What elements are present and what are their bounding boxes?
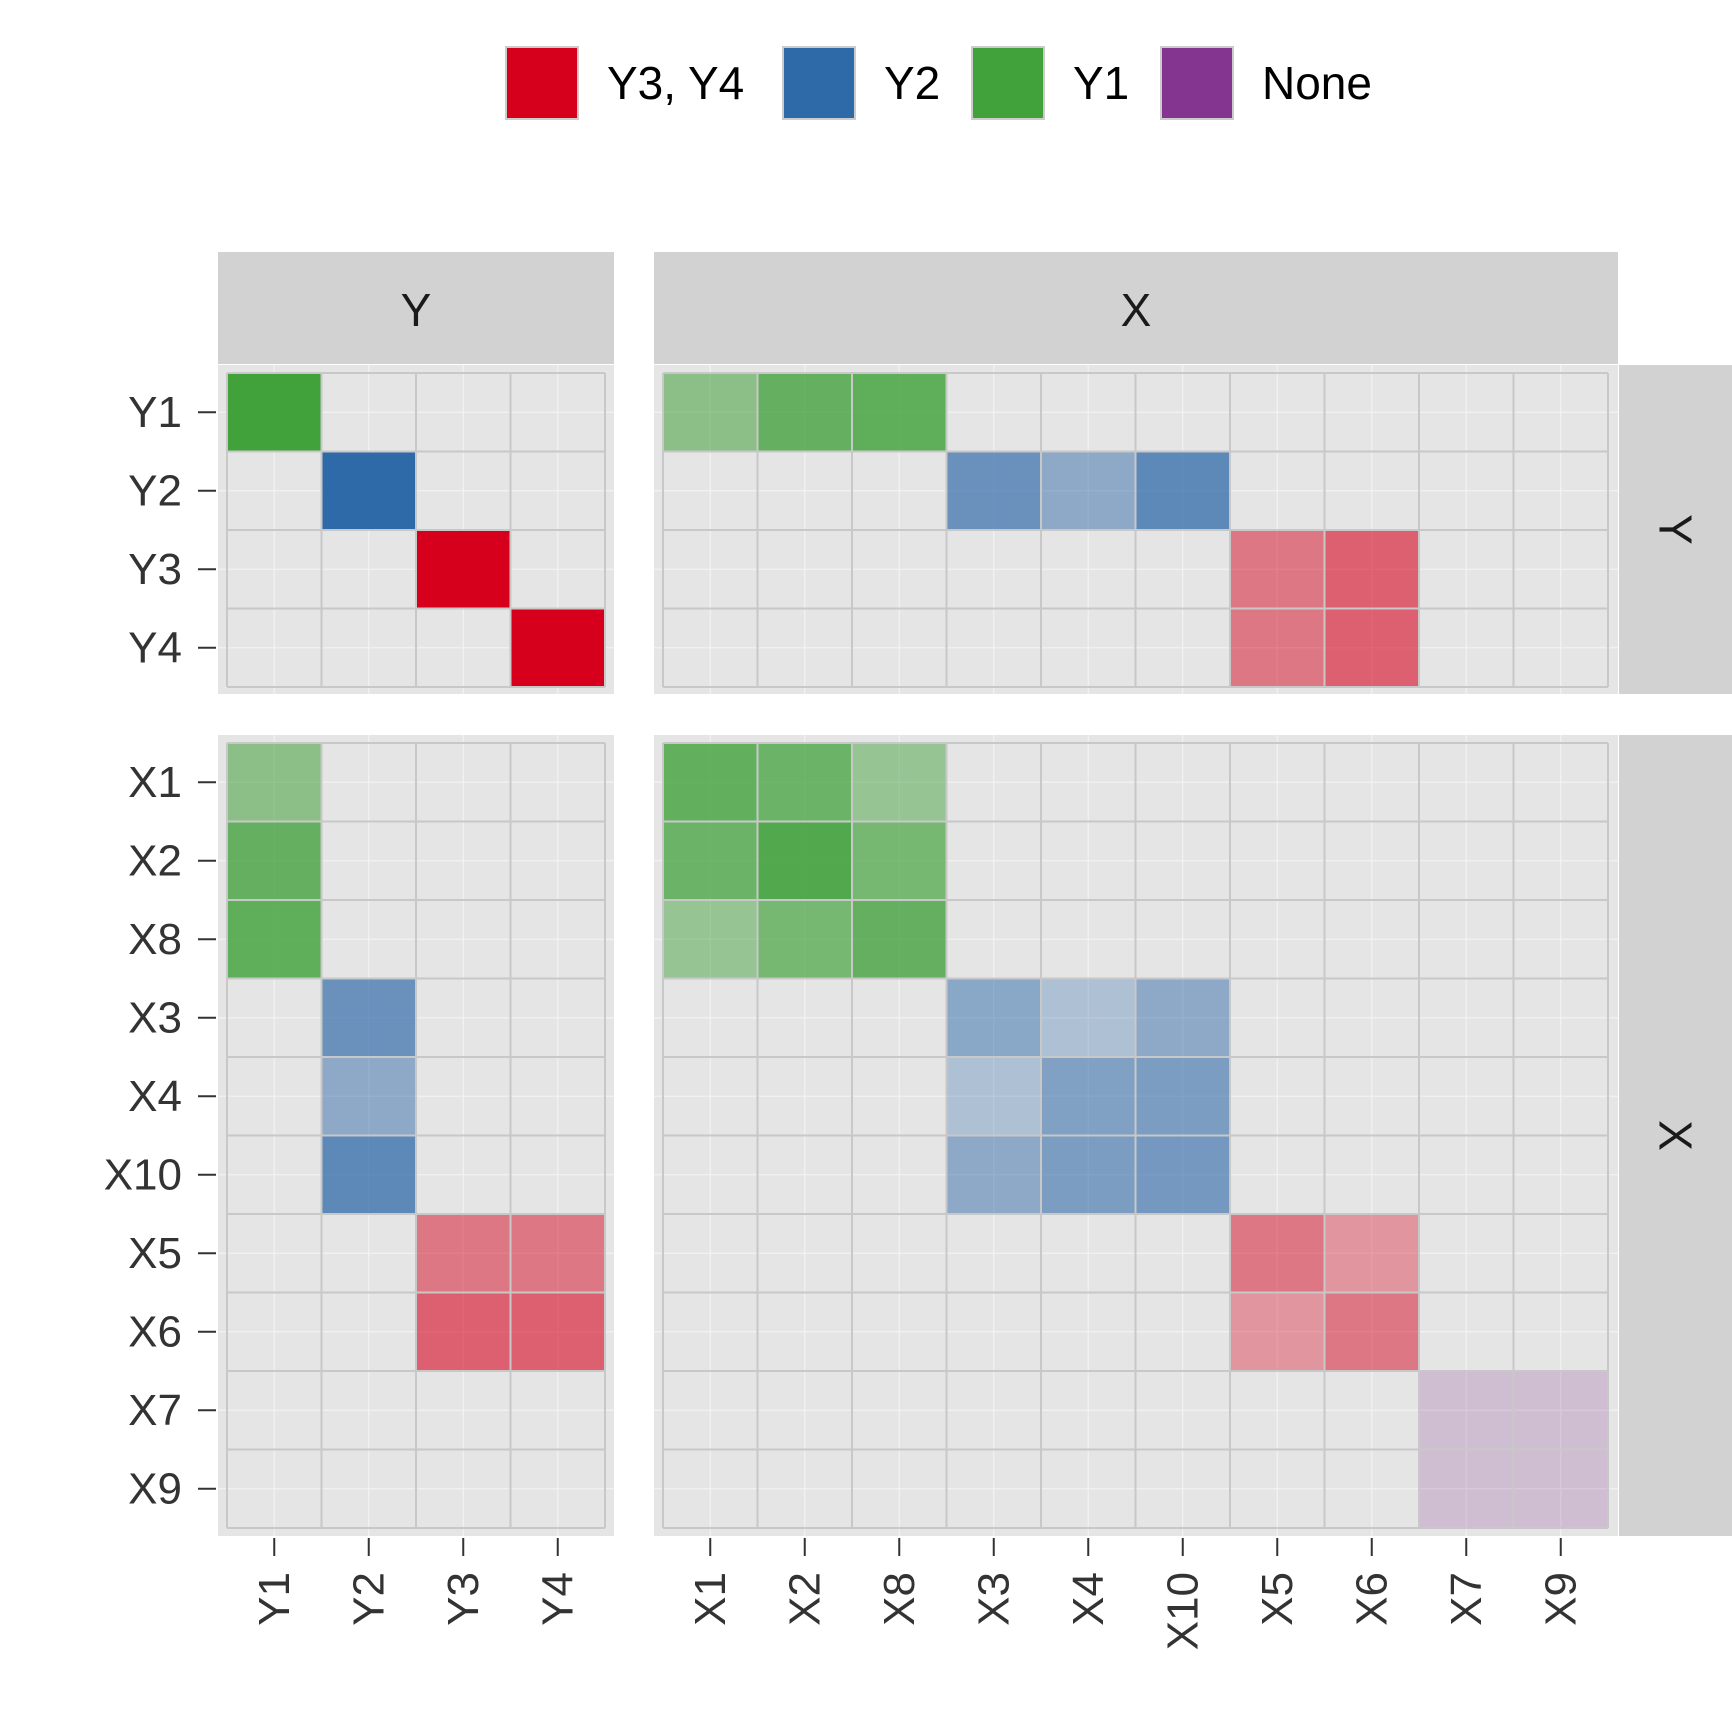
- x-tick-label: X3: [969, 1572, 1018, 1626]
- legend-label: Y3, Y4: [607, 57, 745, 109]
- y-tick-label: X1: [128, 758, 182, 807]
- y-tick-label: Y1: [128, 388, 182, 437]
- heatmap-cell: [853, 744, 946, 821]
- heatmap-cell: [664, 374, 757, 451]
- heatmap-cell: [664, 822, 757, 899]
- heatmap-cell: [947, 452, 1040, 529]
- legend-swatch: [1160, 46, 1234, 120]
- heatmap-cell: [417, 1215, 510, 1292]
- heatmap-cell: [1136, 452, 1229, 529]
- facet-strip-top: [218, 252, 614, 364]
- heatmap-cell: [1136, 979, 1229, 1056]
- heatmap-cell: [1420, 1372, 1513, 1449]
- heatmap-cell: [1042, 1136, 1135, 1213]
- heatmap-cell: [1514, 1372, 1607, 1449]
- heatmap-cell: [1136, 1058, 1229, 1135]
- y-tick-label: X9: [128, 1464, 182, 1513]
- heatmap-cell: [947, 979, 1040, 1056]
- heatmap-cell: [758, 744, 851, 821]
- heatmap-cell: [1231, 1215, 1324, 1292]
- legend-swatch: [505, 46, 579, 120]
- y-tick-label: X3: [128, 993, 182, 1042]
- heatmap-cell: [1042, 452, 1135, 529]
- facet-strip-right: [1619, 735, 1732, 1536]
- heatmap-cell: [758, 374, 851, 451]
- facet-label-right: Y: [1650, 514, 1702, 545]
- x-tick-label: Y4: [533, 1572, 582, 1626]
- x-tick-label: X5: [1253, 1572, 1302, 1626]
- x-tick-label: Y1: [250, 1572, 299, 1626]
- heatmap-cell: [322, 1136, 415, 1213]
- y-tick-label: X8: [128, 915, 182, 964]
- heatmap-cell: [664, 901, 757, 978]
- x-tick-label: Y2: [344, 1572, 393, 1626]
- facet-label-top: Y: [401, 284, 432, 336]
- x-tick-label: X7: [1442, 1572, 1491, 1626]
- heatmap-cell: [1325, 1293, 1418, 1370]
- legend-swatch: [971, 46, 1045, 120]
- y-tick-label: X5: [128, 1229, 182, 1278]
- legend-label: None: [1262, 57, 1372, 109]
- heatmap-cell: [853, 901, 946, 978]
- legend-label: Y2: [884, 57, 941, 109]
- heatmap-cell: [758, 901, 851, 978]
- facet-strip-top: [654, 252, 1618, 364]
- heatmap-cell: [417, 1293, 510, 1370]
- heatmap-cell: [228, 822, 321, 899]
- heatmap-cell: [417, 531, 510, 608]
- heatmap-cell: [228, 374, 321, 451]
- heatmap-cell: [1042, 979, 1135, 1056]
- heatmap-cell: [1231, 1293, 1324, 1370]
- legend-swatch: [782, 46, 856, 120]
- x-tick-label: X6: [1347, 1572, 1396, 1626]
- heatmap-cell: [1136, 1136, 1229, 1213]
- facet-label-top: X: [1121, 284, 1152, 336]
- heatmap-cell: [1325, 1215, 1418, 1292]
- heatmap-cell: [1042, 1058, 1135, 1135]
- legend: Y3, Y4 Y2 Y1 None: [0, 42, 1732, 122]
- x-tick-label: X10: [1158, 1572, 1207, 1650]
- x-tick-label: X4: [1064, 1572, 1113, 1626]
- y-tick-label: Y4: [128, 623, 182, 672]
- heatmap-cell: [228, 744, 321, 821]
- heatmap-cell: [511, 609, 604, 686]
- y-tick-label: Y2: [128, 466, 182, 515]
- heatmap-cell: [1325, 531, 1418, 608]
- heatmap-cell: [1325, 609, 1418, 686]
- facet-label-right: X: [1650, 1120, 1702, 1151]
- x-tick-label: X9: [1536, 1572, 1585, 1626]
- heatmap-cell: [322, 452, 415, 529]
- y-tick-label: X10: [104, 1150, 182, 1199]
- y-tick-label: X2: [128, 836, 182, 885]
- heatmap-cell: [853, 822, 946, 899]
- facet-strip-right: [1619, 365, 1732, 694]
- x-tick-label: X8: [875, 1572, 924, 1626]
- y-tick-label: Y3: [128, 545, 182, 594]
- heatmap-cell: [228, 901, 321, 978]
- y-tick-label: X6: [128, 1307, 182, 1356]
- heatmap-cell: [1231, 609, 1324, 686]
- heatmap-cell: [511, 1293, 604, 1370]
- heatmap-cell: [947, 1136, 1040, 1213]
- heatmap-cell: [1420, 1450, 1513, 1527]
- legend-label: Y1: [1073, 57, 1130, 109]
- heatmap-cell: [511, 1215, 604, 1292]
- heatmap-cell: [1231, 531, 1324, 608]
- x-tick-label: Y3: [439, 1572, 488, 1626]
- heatmap-cell: [322, 1058, 415, 1135]
- heatmap-cell: [853, 374, 946, 451]
- heatmap-cell: [322, 979, 415, 1056]
- heatmap-cell: [664, 744, 757, 821]
- y-tick-label: X4: [128, 1072, 182, 1121]
- heatmap-cell: [947, 1058, 1040, 1135]
- y-tick-label: X7: [128, 1386, 182, 1435]
- heatmap-cell: [1514, 1450, 1607, 1527]
- x-tick-label: X1: [686, 1572, 735, 1626]
- x-tick-label: X2: [780, 1572, 829, 1626]
- heatmap-cell: [758, 822, 851, 899]
